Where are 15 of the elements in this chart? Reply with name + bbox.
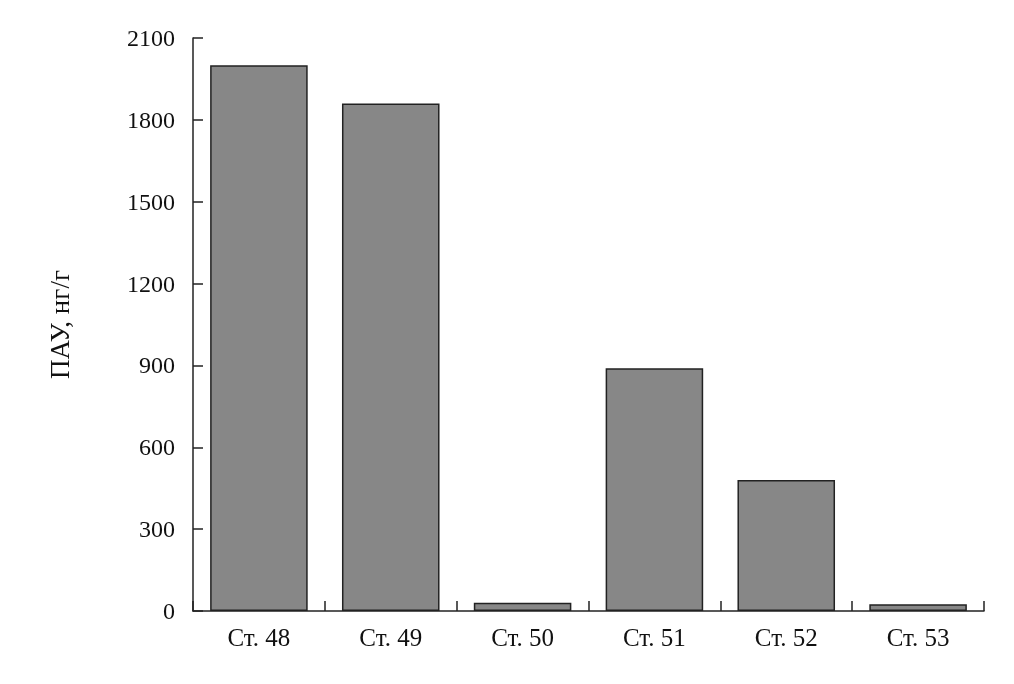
y-tick-label: 900 xyxy=(139,352,175,379)
x-tick-label: Ст. 49 xyxy=(359,624,423,651)
x-tick-label: Ст. 53 xyxy=(886,624,950,651)
y-tick-label: 1800 xyxy=(127,106,175,133)
y-tick-label: 300 xyxy=(139,516,175,543)
x-tick-label: Ст. 52 xyxy=(754,624,818,651)
y-tick-label: 1500 xyxy=(127,188,175,215)
y-tick-label: 600 xyxy=(139,434,175,461)
x-tick-label: Ст. 51 xyxy=(622,624,686,651)
y-tick-label: 1200 xyxy=(127,270,175,297)
y-tick-label: 2100 xyxy=(127,25,175,51)
y-axis-title: ПАУ, нг/г xyxy=(44,270,75,379)
y-tick-label: 0 xyxy=(163,598,175,624)
x-tick-label: Ст. 48 xyxy=(227,624,291,651)
x-tick-label: Ст. 50 xyxy=(491,624,555,651)
